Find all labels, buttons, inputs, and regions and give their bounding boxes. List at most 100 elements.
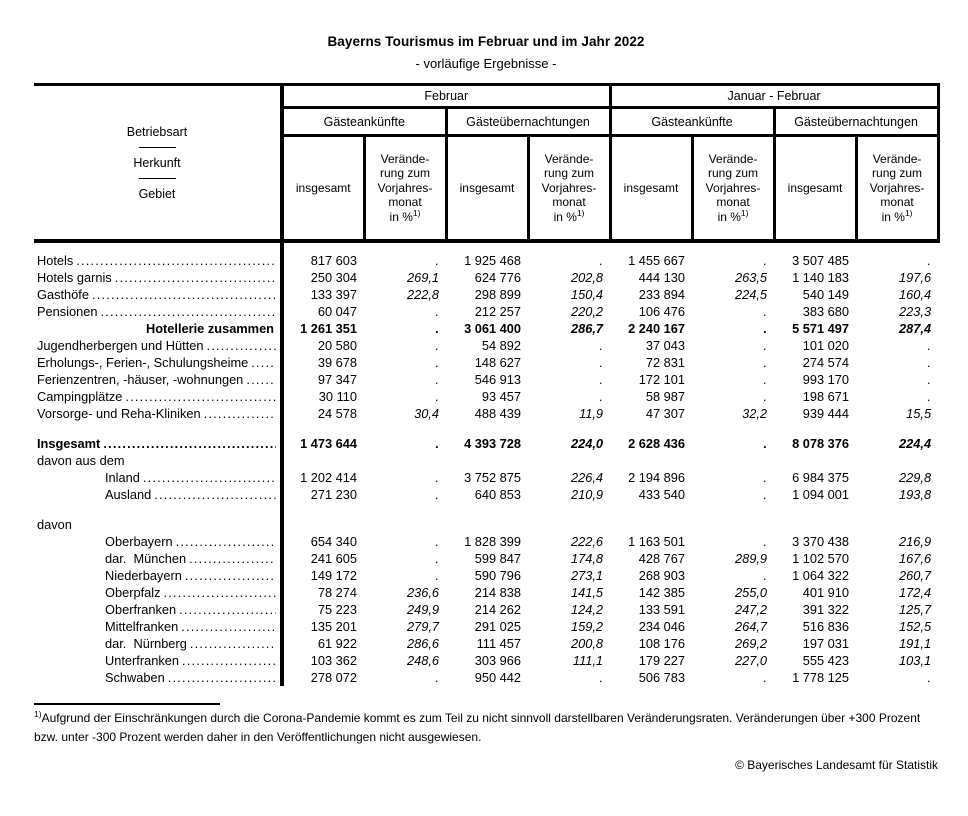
value-change-cell: 236,6 (406, 585, 439, 600)
table-row: Schwaben................................… (34, 669, 938, 686)
value-change-cell: 224,4 (899, 436, 932, 451)
row-label-cell: Ausland.................................… (34, 486, 284, 503)
value-change-cell: . (927, 389, 932, 404)
dot-leader: ........................................… (189, 636, 276, 651)
footnote-marker: 1) (34, 709, 42, 719)
dot-leader: ........................................… (203, 406, 276, 421)
table-row: Hotels..................................… (34, 241, 938, 269)
value-change-cell: . (435, 304, 439, 319)
column-subgroup-overnights-feb: Gästeübernachtungen (444, 106, 612, 137)
value-total-cell: 1 778 125 (792, 670, 850, 685)
value-change-cell: 152,5 (899, 619, 932, 634)
value-total-cell: 60 047 (317, 304, 357, 319)
divider-dash (138, 177, 176, 179)
page-subtitle: - vorläufige Ergebnisse - (415, 56, 557, 71)
value-total-cell: 172 101 (638, 372, 686, 387)
page-content: Bayerns Tourismus im Februar und im Jahr… (34, 34, 940, 772)
table-row: Ferienzentren, -häuser, -wohnungen......… (34, 371, 938, 388)
value-total-cell: 488 439 (474, 406, 521, 421)
value-change-cell: 172,4 (899, 585, 932, 600)
value-change-cell (364, 503, 446, 533)
value-change-cell: . (435, 321, 439, 336)
row-label: Hotels garnis (37, 270, 112, 285)
value-total-cell: 1 094 001 (792, 487, 850, 502)
row-label: Oberbayern (105, 534, 173, 549)
column-header-total: insgesamt (280, 134, 366, 243)
value-total-cell: 24 578 (317, 406, 357, 421)
value-change-cell: . (599, 355, 604, 370)
value-total-cell (282, 452, 364, 469)
value-total-cell: 303 966 (474, 653, 521, 668)
value-change-cell: . (435, 355, 439, 370)
change-header-unit: in %1) (694, 209, 773, 225)
dot-leader: ........................................… (91, 287, 276, 302)
statistics-page: Bayerns Tourismus im Februar und im Jahr… (0, 34, 968, 816)
row-label-cell: Campingplätze...........................… (34, 388, 284, 405)
value-total-cell: 234 046 (638, 619, 686, 634)
value-total-cell: 298 899 (474, 287, 521, 302)
value-total-cell: 233 894 (638, 287, 686, 302)
table-row: davon aus dem (34, 452, 938, 469)
value-change-cell: 222,8 (406, 287, 439, 302)
dot-leader: ........................................… (103, 436, 276, 451)
value-change-cell: . (763, 487, 768, 502)
value-total-cell: 271 230 (310, 487, 357, 502)
column-header-total: insgesamt (608, 134, 694, 243)
value-total-cell: 546 913 (474, 372, 521, 387)
value-total-cell: 1 202 414 (300, 470, 357, 485)
value-change-cell: 197,6 (899, 270, 932, 285)
value-change-cell: . (435, 470, 439, 485)
value-change-cell: 103,1 (899, 653, 932, 668)
value-change-cell: 248,6 (406, 653, 439, 668)
row-label: Oberfranken (105, 602, 177, 617)
row-label: Hotellerie zusammen (145, 321, 274, 336)
row-label-cell: Ferienzentren, -häuser, -wohnungen......… (34, 371, 284, 388)
row-label-cell: Schwaben................................… (34, 669, 284, 686)
value-change-cell: 216,9 (899, 534, 932, 549)
value-change-cell: 264,7 (735, 619, 768, 634)
column-group-february: Februar (280, 83, 612, 109)
value-total-cell: 101 020 (802, 338, 850, 353)
row-label: davon (37, 517, 72, 532)
dot-leader: ........................................… (163, 585, 276, 600)
row-label: Campingplätze (37, 389, 123, 404)
value-total-cell: 640 853 (474, 487, 521, 502)
value-total-cell: 291 025 (474, 619, 521, 634)
column-group-january-february: Januar - Februar (608, 83, 940, 109)
value-total-cell: 599 847 (474, 551, 521, 566)
value-total-cell: 1 064 322 (792, 568, 850, 583)
value-total-cell (282, 503, 364, 533)
value-change-cell: . (927, 253, 932, 268)
value-total-cell: 241 605 (310, 551, 357, 566)
value-total-cell: 4 393 728 (464, 436, 521, 451)
value-total-cell: 212 257 (474, 304, 521, 319)
value-total-cell: 133 591 (638, 602, 686, 617)
change-header-lines: Verände- rung zum Vorjahres- monat (869, 151, 925, 210)
row-label: Oberpfalz (105, 585, 161, 600)
value-total-cell (610, 503, 692, 533)
value-total-cell: 1 163 501 (628, 534, 686, 549)
dot-leader: ........................................… (125, 389, 276, 404)
value-total-cell: 1 455 667 (628, 253, 686, 268)
value-total-cell: 6 984 375 (792, 470, 850, 485)
row-label-cell: Oberpfalz...............................… (34, 584, 284, 601)
table-row: Insgesamt...............................… (34, 422, 938, 452)
value-change-cell: 226,4 (571, 470, 604, 485)
value-change-cell: . (763, 321, 768, 336)
row-label-cell: dar. München............................… (34, 550, 284, 567)
value-change-cell: 286,7 (571, 321, 604, 336)
row-label: Jugendherbergen und Hütten (37, 338, 204, 353)
table-row: Campingplätze...........................… (34, 388, 938, 405)
value-total-cell: 3 370 438 (792, 534, 850, 549)
value-total-cell: 433 540 (638, 487, 686, 502)
row-label: davon aus dem (37, 453, 125, 468)
value-total-cell: 97 347 (317, 372, 357, 387)
table-header: Betriebsart Herkunft Gebiet Februar Janu… (34, 83, 940, 243)
value-total-cell: 383 680 (802, 304, 850, 319)
dot-leader: ........................................… (179, 602, 276, 617)
value-total-cell: 624 776 (474, 270, 521, 285)
tourism-table: Betriebsart Herkunft Gebiet Februar Janu… (34, 83, 940, 686)
value-total-cell: 37 043 (645, 338, 686, 353)
value-total-cell (610, 452, 692, 469)
row-label-cell: Jugendherbergen und Hütten..............… (34, 337, 284, 354)
